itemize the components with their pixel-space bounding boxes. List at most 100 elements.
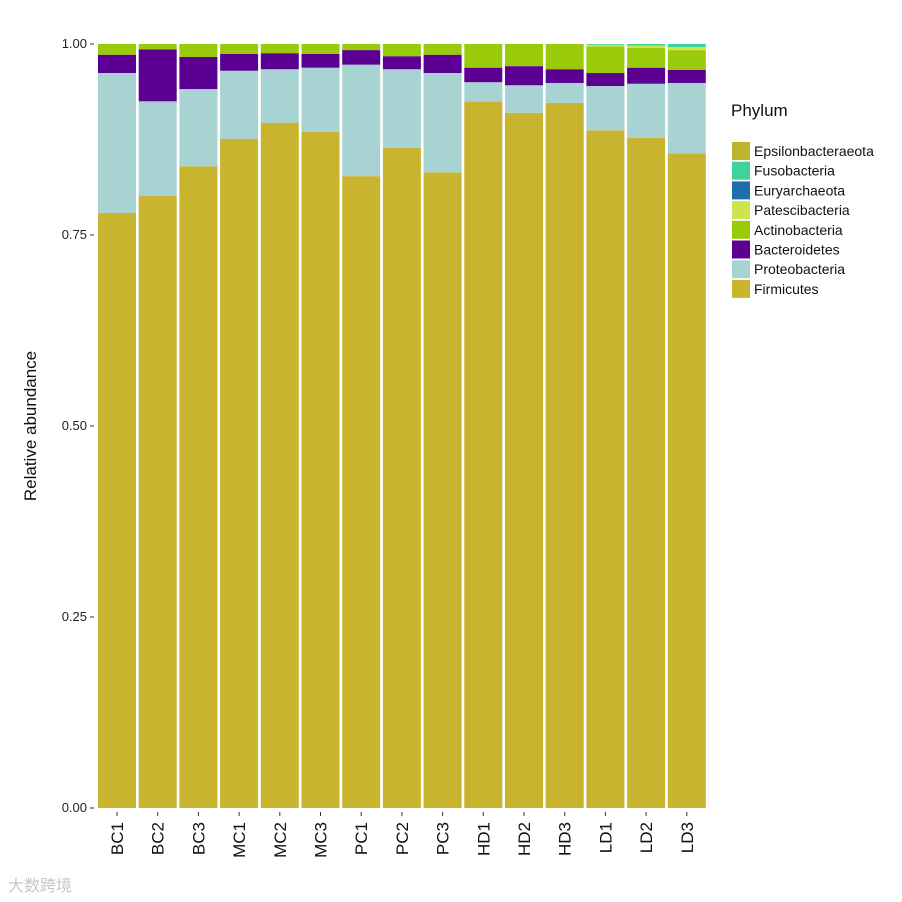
legend-label: Epsilonbacteraeota: [754, 143, 874, 159]
legend-swatch: [732, 279, 750, 298]
x-tick-label: MC3: [312, 822, 331, 858]
bar-PC3: [423, 44, 462, 809]
bar-BC3: [179, 44, 218, 809]
bar-segment-firmicutes: [138, 196, 177, 808]
bar-segment-proteobacteria: [667, 82, 706, 154]
bar-segment-actinobacteria: [138, 44, 177, 50]
bar-segment-firmicutes: [342, 176, 381, 808]
x-tick-label: LD1: [596, 822, 615, 853]
bar-segment-firmicutes: [464, 101, 503, 809]
x-tick-label: PC1: [352, 822, 371, 855]
bar-segment-bacteroidetes: [627, 67, 666, 84]
bar-segment-proteobacteria: [98, 73, 136, 213]
bar-segment-bacteroidetes: [586, 73, 625, 87]
bar-segment-fusobacteria: [586, 44, 625, 45]
bar-segment-bacteroidetes: [545, 69, 584, 83]
bar-segment-actinobacteria: [98, 44, 136, 55]
bar-PC2: [382, 44, 421, 809]
bar-segment-firmicutes: [179, 166, 218, 809]
bar-segment-proteobacteria: [260, 69, 299, 123]
legend: Phylum Epsilonbacteraeota Fusobacteria Eury…: [731, 101, 874, 298]
bar-segment-actinobacteria: [423, 44, 462, 55]
legend-title: Phylum: [731, 101, 788, 120]
bar-segment-firmicutes: [627, 137, 666, 809]
bar-HD2: [505, 44, 543, 808]
bar-HD1: [464, 44, 503, 809]
bar-BC2: [138, 44, 177, 808]
y-tick-label: 0.50: [62, 418, 87, 433]
legend-label: Patescibacteria: [754, 202, 850, 218]
bar-segment-proteobacteria: [586, 86, 625, 131]
bar-MC1: [220, 44, 259, 809]
bar-segment-firmicutes: [98, 212, 136, 808]
legend-swatch: [732, 161, 750, 180]
bar-segment-proteobacteria: [464, 82, 503, 102]
x-tick-label: BC3: [189, 822, 208, 855]
bar-segment-actinobacteria: [301, 44, 340, 54]
bar-segment-actinobacteria: [464, 44, 503, 68]
bar-segment-firmicutes: [260, 122, 299, 808]
legend-label: Actinobacteria: [754, 222, 843, 238]
y-tick-label: 0.25: [62, 609, 87, 624]
legend-label: Euryarchaeota: [754, 182, 845, 198]
bar-LD2: [627, 44, 666, 809]
bar-segment-bacteroidetes: [667, 69, 706, 83]
y-tick-label: 0.00: [62, 800, 87, 815]
bar-segment-actinobacteria: [179, 44, 218, 57]
x-tick-label: PC2: [393, 822, 412, 855]
bar-segment-actinobacteria: [627, 47, 666, 68]
bar-segment-firmicutes: [505, 112, 543, 808]
bar-segment-bacteroidetes: [179, 56, 218, 90]
bar-BC1: [98, 44, 136, 808]
legend-swatch: [732, 240, 750, 259]
legend-label: Firmicutes: [754, 281, 819, 297]
bar-segment-bacteroidetes: [138, 49, 177, 102]
bar-segment-proteobacteria: [179, 89, 218, 167]
bar-segment-patescibacteria: [586, 44, 625, 47]
bar-segment-bacteroidetes: [301, 53, 340, 68]
bar-segment-patescibacteria: [667, 47, 706, 51]
bar-segment-proteobacteria: [505, 85, 543, 113]
bar-MC2: [260, 44, 299, 808]
bar-segment-actinobacteria: [545, 44, 584, 70]
legend-swatch: [732, 260, 750, 279]
bar-segment-patescibacteria: [627, 45, 666, 48]
bar-segment-bacteroidetes: [505, 66, 543, 86]
bar-segment-actinobacteria: [382, 44, 421, 57]
bar-segment-bacteroidetes: [464, 67, 503, 83]
bar-PC1: [342, 44, 381, 808]
bar-segment-actinobacteria: [505, 44, 543, 67]
x-tick-label: MC1: [230, 822, 249, 858]
x-tick-label: PC3: [434, 822, 453, 855]
legend-swatch: [732, 181, 750, 200]
bar-MC3: [301, 44, 340, 809]
legend-swatch: [732, 142, 750, 160]
bar-segment-proteobacteria: [423, 73, 462, 173]
legend-swatch: [732, 220, 750, 239]
x-tick-label: LD2: [637, 822, 656, 853]
bar-segment-proteobacteria: [138, 101, 177, 197]
x-tick-label: BC1: [108, 822, 127, 855]
bar-segment-actinobacteria: [260, 44, 299, 54]
bar-HD3: [545, 44, 584, 808]
bar-segment-firmicutes: [382, 147, 421, 809]
bar-segment-bacteroidetes: [220, 53, 259, 71]
bar-segment-firmicutes: [423, 172, 462, 809]
bar-segment-bacteroidetes: [423, 54, 462, 74]
bar-segment-proteobacteria: [342, 64, 381, 177]
bar-segment-bacteroidetes: [382, 56, 421, 70]
bar-segment-fusobacteria: [627, 44, 666, 46]
y-tick-label: 0.75: [62, 227, 87, 242]
legend-swatch: [732, 201, 750, 220]
x-tick-label: HD3: [556, 822, 575, 856]
bar-segment-firmicutes: [220, 138, 259, 809]
bar-segment-proteobacteria: [301, 67, 340, 132]
bar-segment-bacteroidetes: [98, 54, 136, 74]
bar-LD3: [667, 44, 706, 808]
bar-segment-firmicutes: [586, 130, 625, 808]
bar-segment-proteobacteria: [220, 70, 259, 139]
watermark: 大数跨境: [8, 878, 73, 895]
x-tick-label: HD1: [474, 822, 493, 856]
bar-LD1: [586, 44, 625, 808]
